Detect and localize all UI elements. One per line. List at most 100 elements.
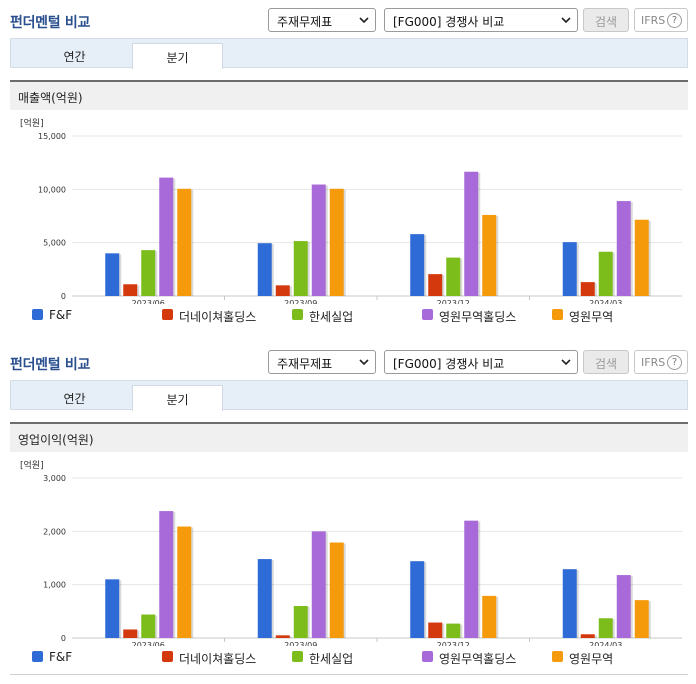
bar[interactable] bbox=[177, 526, 192, 638]
bar[interactable] bbox=[311, 184, 326, 296]
tab-annual[interactable]: 연간 bbox=[63, 392, 86, 406]
bar[interactable] bbox=[616, 201, 631, 296]
bar[interactable] bbox=[580, 282, 595, 296]
y-tick-label: 3,000 bbox=[43, 474, 66, 483]
legend-swatch bbox=[292, 309, 303, 320]
y-tick-label: 5,000 bbox=[43, 239, 66, 248]
bar-shadow bbox=[173, 512, 176, 638]
bar-shadow bbox=[325, 532, 328, 638]
bar[interactable] bbox=[446, 623, 461, 638]
bar-shadow bbox=[442, 275, 445, 296]
bar[interactable] bbox=[428, 622, 443, 638]
bar[interactable] bbox=[562, 242, 577, 296]
bar-shadow bbox=[119, 254, 122, 296]
bar-chart-sales: [억원] 0 5,000 10,000 15,000 2023/06 2023/09 2023… bbox=[20, 117, 682, 304]
bar-shadow bbox=[137, 630, 140, 638]
chart-title: 영업이익(억원) bbox=[10, 422, 688, 452]
legend-item[interactable]: 더네이쳐홀딩스 bbox=[179, 652, 257, 666]
bar[interactable] bbox=[562, 569, 577, 638]
bar[interactable] bbox=[446, 257, 461, 296]
bar-shadow bbox=[289, 286, 292, 296]
search-button[interactable]: 검색 bbox=[583, 350, 629, 374]
divider bbox=[10, 674, 688, 675]
help-icon[interactable]: ? bbox=[667, 355, 682, 370]
bar-shadow bbox=[191, 527, 194, 638]
bar-shadow bbox=[576, 570, 579, 638]
bar[interactable] bbox=[141, 250, 156, 296]
bar[interactable] bbox=[177, 188, 192, 296]
statement-type-value: 주재무제표 bbox=[277, 15, 333, 29]
legend-item[interactable]: 영원무역 bbox=[569, 310, 614, 324]
bar[interactable] bbox=[464, 171, 479, 296]
legend-item[interactable]: 영원무역 bbox=[569, 652, 614, 666]
ifrs-button[interactable]: IFRS ? bbox=[634, 8, 688, 32]
legend-item[interactable]: F&F bbox=[49, 650, 73, 664]
statement-type-value: 주재무제표 bbox=[277, 357, 333, 371]
chevron-down-icon bbox=[359, 17, 369, 24]
x-tick-label: 2023/09 bbox=[284, 299, 317, 304]
legend-swatch bbox=[292, 651, 303, 662]
bar[interactable] bbox=[329, 188, 344, 296]
bar[interactable] bbox=[275, 635, 290, 638]
bar[interactable] bbox=[329, 542, 344, 638]
compare-group-value: [FG000] 경쟁사 비교 bbox=[393, 357, 505, 371]
bar[interactable] bbox=[482, 595, 497, 638]
bar[interactable] bbox=[257, 243, 272, 296]
legend-item[interactable]: 한세실업 bbox=[309, 310, 354, 324]
tab-quarterly[interactable]: 분기 bbox=[132, 43, 223, 69]
bar[interactable] bbox=[141, 614, 156, 638]
legend-swatch bbox=[422, 309, 433, 320]
search-button[interactable]: 검색 bbox=[583, 8, 629, 32]
bar[interactable] bbox=[428, 274, 443, 296]
bar[interactable] bbox=[616, 575, 631, 638]
legend-item[interactable]: 영원무역홀딩스 bbox=[439, 310, 517, 324]
bar[interactable] bbox=[482, 214, 497, 296]
bar[interactable] bbox=[159, 177, 174, 296]
legend-item[interactable]: 더네이쳐홀딩스 bbox=[179, 310, 257, 324]
compare-group-select[interactable]: [FG000] 경쟁사 비교 bbox=[384, 350, 578, 374]
chevron-down-icon bbox=[561, 17, 571, 24]
bar[interactable] bbox=[105, 253, 120, 296]
tab-quarterly[interactable]: 분기 bbox=[132, 385, 223, 411]
bar[interactable] bbox=[598, 618, 613, 638]
compare-group-select[interactable]: [FG000] 경쟁사 비교 bbox=[384, 8, 578, 32]
bar-shadow bbox=[343, 189, 346, 296]
compare-group-value: [FG000] 경쟁사 비교 bbox=[393, 15, 505, 29]
bar-shadow bbox=[271, 560, 274, 638]
bar-shadow bbox=[594, 283, 597, 296]
bar[interactable] bbox=[293, 241, 308, 296]
legend-item[interactable]: 한세실업 bbox=[309, 652, 354, 666]
ifrs-button[interactable]: IFRS ? bbox=[634, 350, 688, 374]
bar-shadow bbox=[343, 543, 346, 638]
bar-shadow bbox=[460, 258, 463, 296]
bar[interactable] bbox=[464, 520, 479, 638]
bar-shadow bbox=[630, 576, 633, 638]
bar[interactable] bbox=[410, 561, 425, 638]
legend-item[interactable]: F&F bbox=[49, 308, 73, 322]
chevron-down-icon bbox=[359, 359, 369, 366]
statement-type-select[interactable]: 주재무제표 bbox=[268, 350, 376, 374]
bar[interactable] bbox=[410, 234, 425, 296]
bar[interactable] bbox=[123, 629, 138, 638]
bar-shadow bbox=[460, 624, 463, 638]
bar[interactable] bbox=[123, 284, 138, 296]
bar[interactable] bbox=[257, 559, 272, 638]
bar-shadow bbox=[594, 635, 597, 638]
bar-shadow bbox=[191, 189, 194, 296]
bar[interactable] bbox=[275, 285, 290, 296]
help-icon[interactable]: ? bbox=[667, 13, 682, 28]
bar[interactable] bbox=[311, 531, 326, 638]
bar[interactable] bbox=[105, 579, 120, 638]
section-toolbar: 펀더멘털 비교 주재무제표 [FG000] 경쟁사 비교 검색 IFRS ? bbox=[0, 0, 696, 36]
bar[interactable] bbox=[634, 219, 649, 296]
x-tick-label: 2024/03 bbox=[589, 299, 622, 304]
bar[interactable] bbox=[634, 600, 649, 638]
bar[interactable] bbox=[580, 634, 595, 638]
bar[interactable] bbox=[293, 606, 308, 638]
bar[interactable] bbox=[598, 251, 613, 296]
bar[interactable] bbox=[159, 511, 174, 638]
legend-swatch bbox=[162, 651, 173, 662]
statement-type-select[interactable]: 주재무제표 bbox=[268, 8, 376, 32]
legend-item[interactable]: 영원무역홀딩스 bbox=[439, 652, 517, 666]
tab-annual[interactable]: 연간 bbox=[63, 50, 86, 64]
